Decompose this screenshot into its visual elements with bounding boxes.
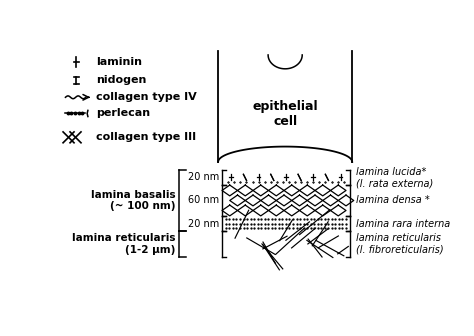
Text: lamina reticularis
(l. fibroreticularis): lamina reticularis (l. fibroreticularis) [356, 233, 444, 255]
Text: lamina basalis
(~ 100 nm): lamina basalis (~ 100 nm) [91, 190, 175, 211]
Text: lamina rara interna: lamina rara interna [356, 219, 450, 228]
Text: 60 nm: 60 nm [188, 196, 219, 206]
Text: 20 nm: 20 nm [188, 172, 219, 182]
Text: perlecan: perlecan [96, 109, 150, 119]
Text: 20 nm: 20 nm [188, 219, 219, 228]
Text: nidogen: nidogen [96, 75, 146, 85]
Text: lamina densa *: lamina densa * [356, 196, 430, 206]
Text: lamina reticularis
(1-2 μm): lamina reticularis (1-2 μm) [72, 233, 175, 255]
Text: epithelial
cell: epithelial cell [252, 100, 318, 128]
Text: lamina lucida*
(l. rata externa): lamina lucida* (l. rata externa) [356, 167, 433, 188]
Text: collagen type IV: collagen type IV [96, 92, 196, 102]
Text: laminin: laminin [96, 57, 142, 67]
Text: collagen type III: collagen type III [96, 132, 196, 142]
